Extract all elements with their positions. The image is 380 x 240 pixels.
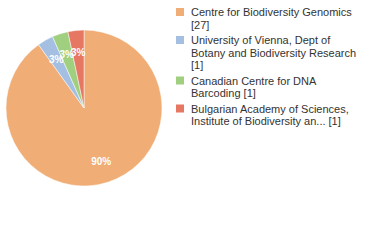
legend: Centre for Biodiversity Genomics[27] Univ…	[176, 6, 356, 127]
legend-swatch	[176, 36, 184, 44]
legend-label: Canadian Centre for DNABarcoding [1]	[191, 75, 317, 100]
legend-swatch	[176, 105, 184, 113]
legend-swatch	[176, 8, 184, 16]
legend-swatch	[176, 77, 184, 85]
legend-label: Centre for Biodiversity Genomics[27]	[191, 6, 352, 31]
data-labels: 90%3%3%3%	[49, 47, 111, 167]
slices	[6, 30, 162, 186]
chart-root: 90%3%3%3%Centre for Biodiversity Genomic…	[0, 0, 380, 240]
data-label: 3%	[71, 47, 86, 58]
data-label: 90%	[91, 156, 111, 167]
legend-label: Bulgarian Academy of Sciences,Institute …	[191, 103, 349, 128]
chart: 90%3%3%3%Centre for Biodiversity Genomic…	[0, 0, 380, 240]
pie-slice	[6, 30, 162, 186]
legend-label: University of Vienna, Dept ofBotany and …	[191, 34, 356, 71]
pie-slice	[68, 30, 84, 108]
